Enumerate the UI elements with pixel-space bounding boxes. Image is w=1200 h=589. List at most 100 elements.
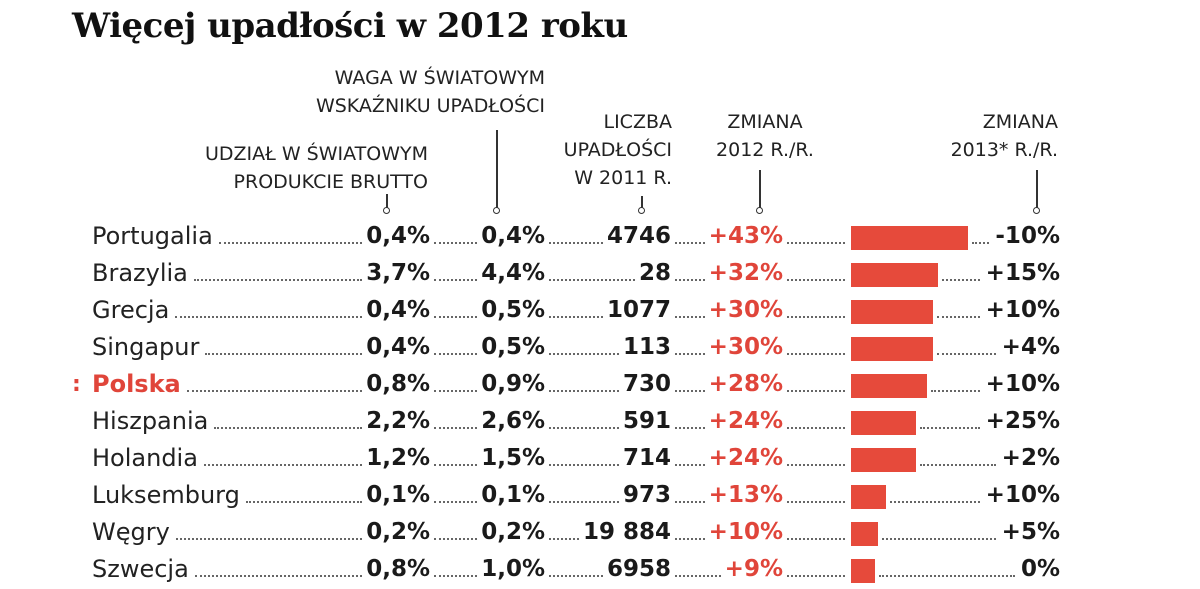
value-change-2013: -10%	[995, 223, 1060, 249]
value-count-2011: 973	[622, 482, 671, 508]
value-change-2013: +25%	[985, 408, 1060, 434]
dotted-leader	[549, 279, 635, 281]
dotted-leader	[434, 538, 478, 540]
dotted-leader	[787, 353, 845, 355]
dotted-leader	[434, 464, 478, 466]
header-index-weight-line-1: WAGA W ŚWIATOWYM	[334, 67, 545, 89]
table-row: Węgry 0,2% 0,2% 19 884 +10% +5%	[0, 514, 1200, 551]
table-row: Brazylia 3,7% 4,4% 28 +32% +15%	[0, 255, 1200, 292]
value-change-2012: +43%	[708, 223, 783, 249]
dotted-leader	[549, 353, 619, 355]
dotted-leader	[186, 390, 363, 392]
country-name: Portugalia	[92, 222, 213, 250]
dotted-leader	[787, 501, 845, 503]
bar-change-2012	[851, 559, 876, 583]
value-index-weight: 0,5%	[481, 297, 545, 323]
value-index-weight: 1,0%	[481, 556, 545, 582]
value-count-2011: 714	[622, 445, 671, 471]
value-change-2013: +10%	[985, 371, 1060, 397]
tick-index-weight	[493, 130, 500, 214]
value-count-2011: 730	[622, 371, 671, 397]
value-gdp-share: 0,8%	[366, 556, 430, 582]
dotted-leader	[434, 316, 478, 318]
dotted-leader	[549, 501, 619, 503]
dotted-leader	[931, 390, 980, 392]
value-change-2013: +5%	[1001, 519, 1060, 545]
dotted-leader	[549, 538, 579, 540]
header-count-2011: LICZBA UPADŁOŚCI W 2011 R.	[564, 108, 672, 192]
dotted-leader	[787, 242, 845, 244]
value-index-weight: 1,5%	[481, 445, 545, 471]
dotted-leader	[218, 242, 363, 244]
table-row: Portugalia 0,4% 0,4% 4746 +43% -10%	[0, 218, 1200, 255]
header-change-2013: ZMIANA 2013* R./R.	[951, 108, 1058, 164]
header-gdp-share: UDZIAŁ W ŚWIATOWYM PRODUKCIE BRUTTO	[205, 140, 428, 196]
header-count-2011-line-2: UPADŁOŚCI	[563, 139, 672, 161]
value-change-2013: +15%	[985, 260, 1060, 286]
bar-change-2012	[851, 300, 933, 324]
table-row: : Polska 0,8% 0,9% 730 +28% +10%	[0, 366, 1200, 403]
table-row: Hiszpania 2,2% 2,6% 591 +24% +25%	[0, 403, 1200, 440]
bar-change-2012	[851, 448, 917, 472]
dotted-leader	[434, 501, 478, 503]
dotted-leader	[194, 575, 363, 577]
bar-change-2012	[851, 263, 939, 287]
value-change-2012: +32%	[708, 260, 783, 286]
header-change-2013-line-2: 2013* R./R.	[950, 139, 1058, 161]
dotted-leader	[787, 279, 845, 281]
country-name: Grecja	[92, 296, 170, 324]
tick-change-2013	[1033, 170, 1040, 214]
dotted-leader	[214, 427, 363, 429]
value-change-2012: +30%	[708, 334, 783, 360]
header-change-2012-line-1: ZMIANA	[727, 111, 803, 133]
dotted-leader	[787, 538, 845, 540]
dotted-leader	[675, 464, 705, 466]
value-change-2013: +2%	[1001, 445, 1060, 471]
value-gdp-share: 0,2%	[366, 519, 430, 545]
value-change-2013: +10%	[985, 297, 1060, 323]
dotted-leader	[972, 242, 990, 244]
header-gdp-share-line-2: PRODUKCIE BRUTTO	[233, 171, 428, 193]
value-gdp-share: 1,2%	[366, 445, 430, 471]
dotted-leader	[879, 575, 1015, 577]
dotted-leader	[205, 353, 363, 355]
dotted-leader	[434, 575, 478, 577]
dotted-leader	[675, 427, 705, 429]
table-row: Holandia 1,2% 1,5% 714 +24% +2%	[0, 440, 1200, 477]
value-count-2011: 591	[622, 408, 671, 434]
dotted-leader	[675, 316, 705, 318]
header-change-2013-line-1: ZMIANA	[982, 111, 1058, 133]
dotted-leader	[675, 279, 705, 281]
table-row: Grecja 0,4% 0,5% 1077 +30% +10%	[0, 292, 1200, 329]
dotted-leader	[175, 316, 363, 318]
chart-title: Więcej upadłości w 2012 roku	[72, 6, 628, 46]
dotted-leader	[942, 279, 980, 281]
bar-change-2012	[851, 411, 917, 435]
tick-gdp-share	[383, 194, 390, 214]
bar-change-2012	[851, 374, 928, 398]
value-gdp-share: 0,4%	[366, 297, 430, 323]
table-row: Szwecja 0,8% 1,0% 6958 +9% 0%	[0, 551, 1200, 588]
dotted-leader	[675, 390, 705, 392]
value-gdp-share: 0,4%	[366, 223, 430, 249]
value-count-2011: 19 884	[582, 519, 671, 545]
value-count-2011: 113	[622, 334, 671, 360]
dotted-leader	[549, 316, 603, 318]
dotted-leader	[787, 390, 845, 392]
dotted-leader	[920, 464, 996, 466]
dotted-leader	[549, 427, 619, 429]
dotted-leader	[434, 353, 478, 355]
bar-change-2012	[851, 522, 879, 546]
header-index-weight-line-2: WSKAŹNIKU UPADŁOŚCI	[315, 95, 545, 117]
dotted-leader	[675, 353, 705, 355]
dotted-leader	[193, 279, 363, 281]
country-name: Holandia	[92, 444, 198, 472]
dotted-leader	[890, 501, 980, 503]
dotted-leader	[787, 464, 845, 466]
country-name: Szwecja	[92, 555, 189, 583]
value-gdp-share: 3,7%	[366, 260, 430, 286]
value-count-2011: 28	[638, 260, 671, 286]
dotted-leader	[434, 242, 478, 244]
dotted-leader	[175, 538, 363, 540]
value-index-weight: 0,4%	[481, 223, 545, 249]
